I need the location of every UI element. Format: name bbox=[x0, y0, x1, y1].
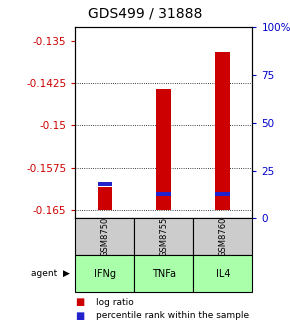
Text: GSM8755: GSM8755 bbox=[159, 217, 168, 257]
Text: log ratio: log ratio bbox=[96, 298, 133, 307]
Bar bbox=[193, 255, 252, 292]
Bar bbox=[97, 187, 112, 210]
Text: GSM8760: GSM8760 bbox=[218, 217, 227, 257]
Bar bbox=[134, 255, 193, 292]
Bar bbox=[97, 182, 112, 186]
Text: ■: ■ bbox=[75, 297, 85, 307]
Text: GSM8750: GSM8750 bbox=[100, 217, 109, 257]
Text: GDS499 / 31888: GDS499 / 31888 bbox=[88, 6, 202, 20]
Bar bbox=[157, 89, 171, 210]
Bar bbox=[134, 218, 193, 255]
Bar bbox=[157, 192, 171, 196]
Text: TNFa: TNFa bbox=[152, 269, 176, 279]
Text: agent  ▶: agent ▶ bbox=[31, 269, 70, 278]
Text: IFNg: IFNg bbox=[94, 269, 116, 279]
Bar bbox=[75, 255, 134, 292]
Bar bbox=[193, 218, 252, 255]
Bar bbox=[215, 192, 230, 196]
Text: ■: ■ bbox=[75, 311, 85, 321]
Text: percentile rank within the sample: percentile rank within the sample bbox=[96, 311, 249, 320]
Bar bbox=[75, 218, 134, 255]
Text: IL4: IL4 bbox=[215, 269, 230, 279]
Bar bbox=[215, 52, 230, 210]
